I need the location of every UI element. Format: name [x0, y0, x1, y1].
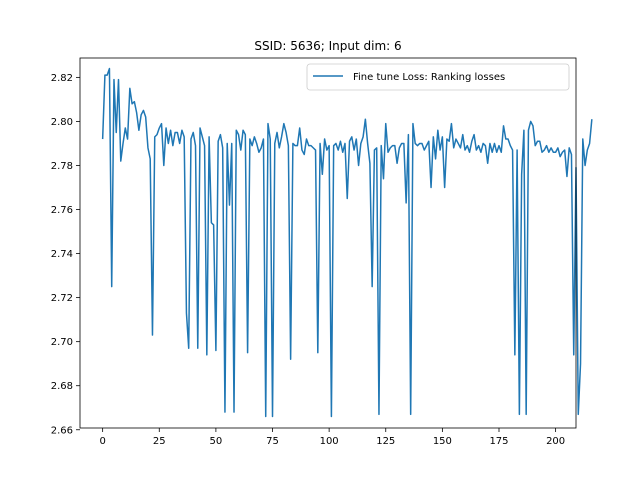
y-tick-label: 2.74 — [51, 249, 73, 260]
y-tick-label: 2.70 — [51, 337, 73, 348]
x-axis: 0 25 50 75 100 125 150 175 200 — [99, 428, 565, 447]
x-tick-label: 125 — [376, 436, 395, 447]
y-tick-label: 2.80 — [51, 117, 73, 128]
x-tick-label: 25 — [153, 436, 166, 447]
x-tick-label: 150 — [433, 436, 452, 447]
plot-frame — [79, 57, 577, 429]
y-axis: 2.66 2.68 2.70 2.72 2.74 2.76 2.78 2.80 2.82 — [51, 73, 80, 436]
x-tick-label: 50 — [210, 436, 223, 447]
y-tick-label: 2.82 — [51, 73, 73, 84]
x-tick-label: 200 — [546, 436, 565, 447]
y-tick-label: 2.66 — [51, 425, 73, 436]
x-tick-label: 175 — [489, 436, 508, 447]
x-tick-label: 75 — [266, 436, 279, 447]
y-tick-label: 2.72 — [51, 293, 73, 304]
legend: Fine tune Loss: Ranking losses — [306, 63, 570, 91]
chart-title: SSID: 5636; Input dim: 6 — [254, 39, 401, 53]
x-tick-label: 100 — [320, 436, 339, 447]
series-line-fine-tune-loss — [101, 67, 593, 418]
plot-area — [101, 67, 593, 418]
y-tick-label: 2.76 — [51, 205, 73, 216]
x-tick-label: 0 — [99, 436, 105, 447]
legend-label: Fine tune Loss: Ranking losses — [353, 72, 505, 83]
y-tick-label: 2.68 — [51, 381, 73, 392]
legend-box — [306, 63, 570, 91]
y-tick-label: 2.78 — [51, 161, 73, 172]
